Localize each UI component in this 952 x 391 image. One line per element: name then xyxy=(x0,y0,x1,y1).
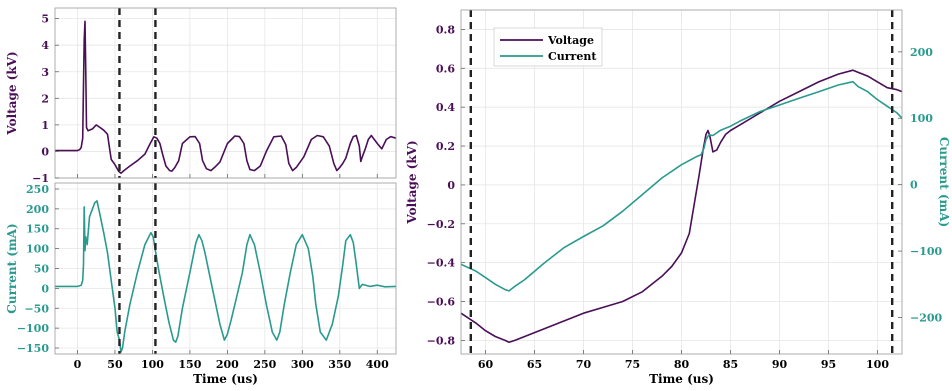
x-tick-label: 65 xyxy=(527,358,542,371)
x-tick-label: 200 xyxy=(216,358,239,371)
x-tick-label: 90 xyxy=(772,358,788,371)
y-tick-label: 0 xyxy=(41,145,49,158)
x-tick-label: 350 xyxy=(328,358,351,371)
x-tick-label: 85 xyxy=(723,358,738,371)
x-tick-label: 100 xyxy=(866,358,889,371)
voltage-series-line xyxy=(55,20,397,174)
x-axis-label: Time (us) xyxy=(193,372,258,386)
y-tick-label: −0.6 xyxy=(427,296,456,309)
legend-box xyxy=(493,27,603,67)
x-tick-label: 70 xyxy=(576,358,592,371)
y-tick-label: 50 xyxy=(34,263,50,276)
y-tick-label: 3 xyxy=(41,66,49,79)
x-tick-label: 150 xyxy=(178,358,201,371)
y-tick-label: 0.4 xyxy=(436,101,455,114)
y-tick-label: 5 xyxy=(41,13,49,26)
y-tick-label: 0 xyxy=(41,282,49,295)
y-tick-label: 0.2 xyxy=(436,140,455,153)
plot-frame xyxy=(54,7,397,179)
x-tick-label: 400 xyxy=(366,358,389,371)
y-tick-label: −0.4 xyxy=(427,257,456,270)
y-tick-label: 250 xyxy=(26,183,49,196)
y-tick-label: 0.6 xyxy=(436,62,455,75)
y-tick-label: 4 xyxy=(41,39,49,52)
y2-tick-label: −100 xyxy=(910,245,943,258)
voltage-time-panel: −1 0 1 2 3 4 5 Voltage (kV) xyxy=(5,7,397,185)
y-tick-label: 100 xyxy=(26,243,49,256)
y-tick-label: −150 xyxy=(17,342,50,355)
y2-tick-label: −200 xyxy=(910,311,943,324)
y-axis-label: Voltage (kV) xyxy=(5,51,19,135)
x-tick-label: 300 xyxy=(291,358,314,371)
y-axis-label: Current (mA) xyxy=(5,223,19,313)
x-tick-label: 0 xyxy=(74,358,82,371)
current-series-line xyxy=(55,200,397,353)
y-tick-label: −0.8 xyxy=(427,334,456,347)
y-axis-label: Voltage (kV) xyxy=(405,140,419,224)
y-tick-label: 200 xyxy=(26,203,49,216)
x-tick-label: 50 xyxy=(107,358,123,371)
x-axis-label: Time (us) xyxy=(649,372,714,386)
voltage-series-line xyxy=(460,69,903,344)
x-tick-label: 75 xyxy=(625,358,640,371)
y2-tick-label: 0 xyxy=(910,179,918,192)
x-tick-label: 95 xyxy=(821,358,836,371)
y-tick-label: 150 xyxy=(26,223,49,236)
y-tick-label: −0.2 xyxy=(427,218,455,231)
y2-tick-label: 100 xyxy=(910,112,933,125)
y-tick-label: 2 xyxy=(41,92,49,105)
legend-current-label: Current xyxy=(548,50,597,63)
current-series-line xyxy=(460,80,903,292)
y-tick-label: −50 xyxy=(24,302,49,315)
y2-tick-label: 200 xyxy=(910,46,933,59)
x-tick-label: 80 xyxy=(674,358,690,371)
x-tick-label: 250 xyxy=(253,358,276,371)
y-tick-label: 1 xyxy=(41,119,49,132)
y-tick-label: 0.8 xyxy=(436,23,455,36)
y-tick-label: −100 xyxy=(17,322,50,335)
current-time-panel: −150 −100 −50 0 50 100 150 200 250 0 50 100 150 200 25… xyxy=(5,182,397,386)
x-tick-label: 100 xyxy=(141,358,164,371)
legend: Voltage Current xyxy=(493,27,603,67)
zoomed-voltage-current-panel: −0.8 −0.6 −0.4 −0.2 0 0.2 0.4 0.6 0.8 −200 −100 0 10… xyxy=(405,9,951,386)
y-tick-label: 0 xyxy=(447,179,455,192)
x-tick-label: 60 xyxy=(478,358,494,371)
legend-voltage-label: Voltage xyxy=(547,34,594,47)
y-tick-label: −1 xyxy=(32,172,49,185)
y2-axis-label: Current (mA) xyxy=(937,137,951,227)
